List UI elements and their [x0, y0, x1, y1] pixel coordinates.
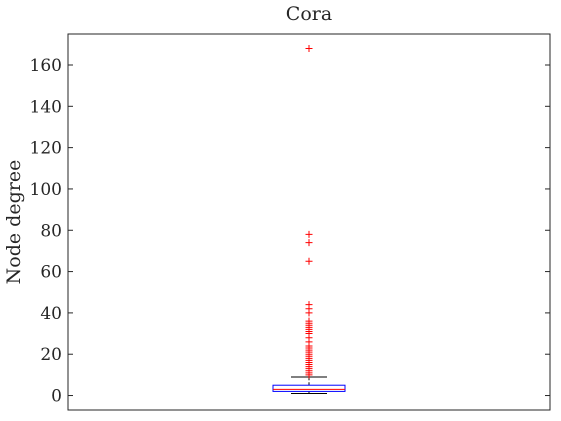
- outlier-point: [305, 301, 313, 309]
- y-tick-label: 20: [40, 345, 62, 365]
- chart-title: Cora: [286, 3, 332, 25]
- y-tick-label: 100: [30, 180, 62, 200]
- outlier-point: [305, 239, 313, 247]
- y-axis-label: Node degree: [3, 160, 25, 285]
- y-tick-label: 160: [30, 56, 62, 76]
- iqr-box: [272, 384, 346, 392]
- outlier-point: [305, 257, 313, 265]
- y-tick-label: 140: [30, 97, 62, 117]
- y-tick-label: 60: [40, 263, 62, 283]
- y-tick-label: 0: [51, 387, 62, 407]
- y-tick-label: 40: [40, 304, 62, 324]
- outlier-point: [305, 230, 313, 238]
- y-axis-ticks: 0 20 40 60 80 100 120 140 160: [30, 56, 550, 407]
- y-tick-label: 80: [40, 221, 62, 241]
- y-tick-label: 120: [30, 139, 62, 159]
- outlier-point: [305, 44, 313, 52]
- outlier-point: [305, 317, 313, 325]
- plot-area: [272, 44, 346, 394]
- axes-frame: [67, 33, 551, 411]
